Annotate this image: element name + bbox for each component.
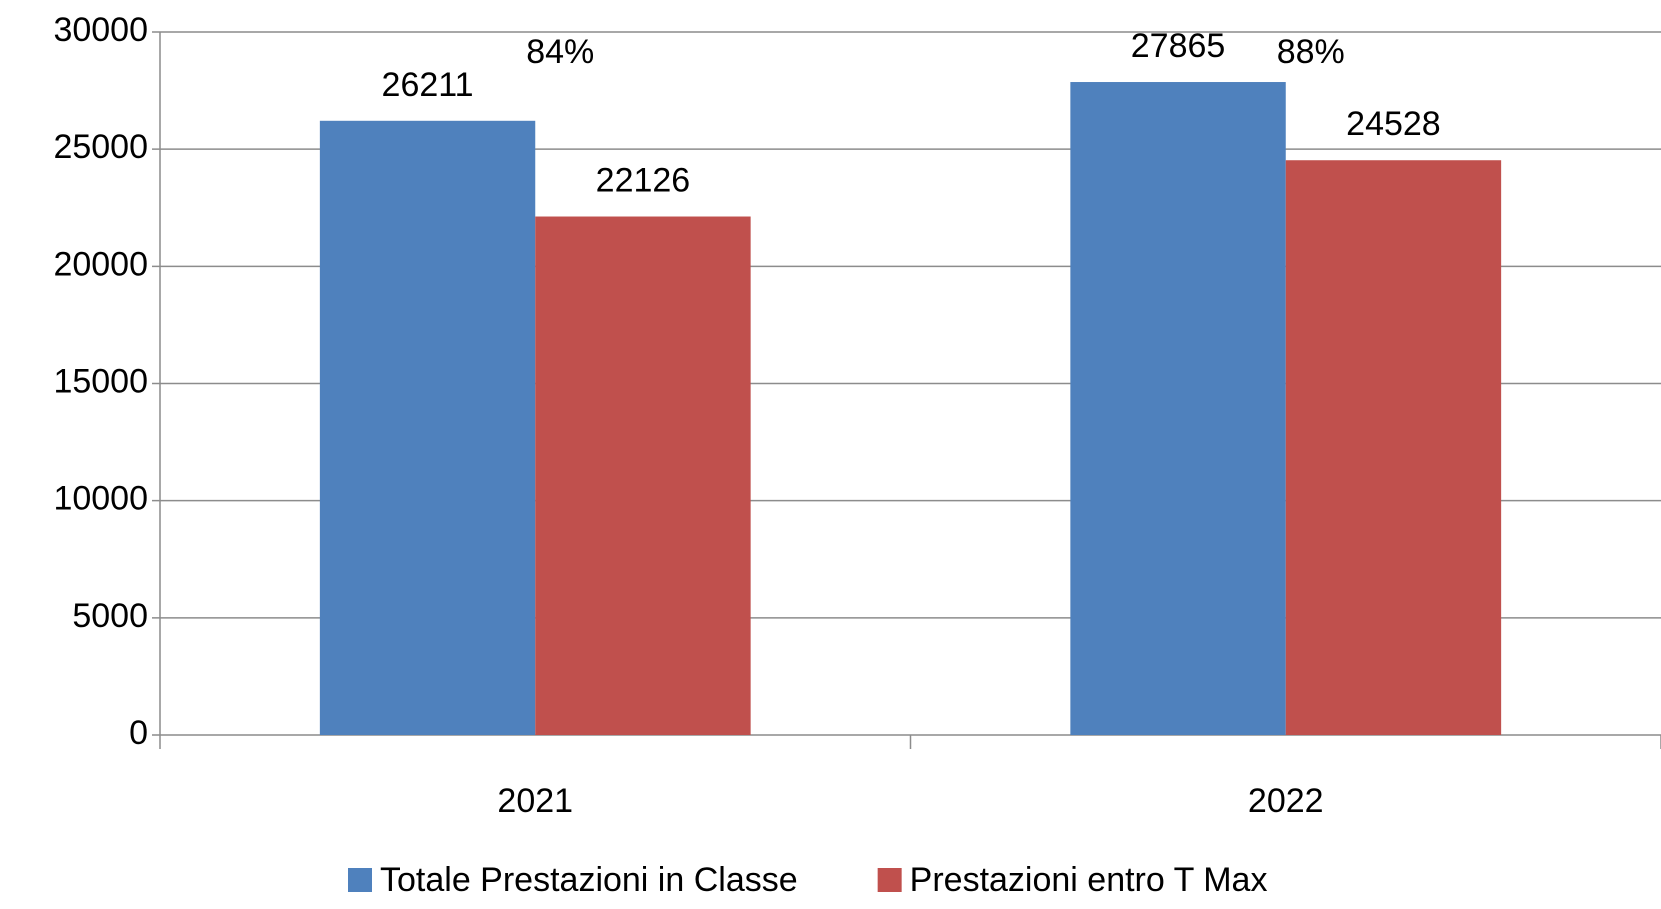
bar (535, 216, 751, 736)
bar (1285, 160, 1502, 736)
y-tick-label: 25000 (53, 128, 148, 166)
annotation: 84% (526, 33, 594, 71)
data-label: 24528 (1346, 105, 1441, 143)
y-tick-label: 30000 (53, 11, 148, 49)
bar (319, 120, 536, 736)
legend-label: Prestazioni entro T Max (910, 861, 1268, 899)
y-tick-label: 0 (129, 714, 148, 752)
annotation: 88% (1277, 33, 1345, 71)
legend-label: Totale Prestazioni in Classe (380, 861, 798, 899)
data-label: 27865 (1131, 27, 1226, 65)
data-label: 22126 (596, 161, 691, 199)
x-tick-label: 2022 (1248, 782, 1324, 820)
y-tick-label: 20000 (53, 245, 148, 283)
x-tick-label: 2021 (497, 782, 573, 820)
legend-swatch (877, 868, 902, 892)
bar (1070, 82, 1286, 736)
legend-swatch (348, 868, 372, 892)
y-tick-label: 15000 (53, 362, 148, 400)
y-tick-label: 5000 (72, 597, 148, 635)
data-label: 26211 (382, 66, 474, 104)
y-tick-label: 10000 (53, 480, 148, 518)
